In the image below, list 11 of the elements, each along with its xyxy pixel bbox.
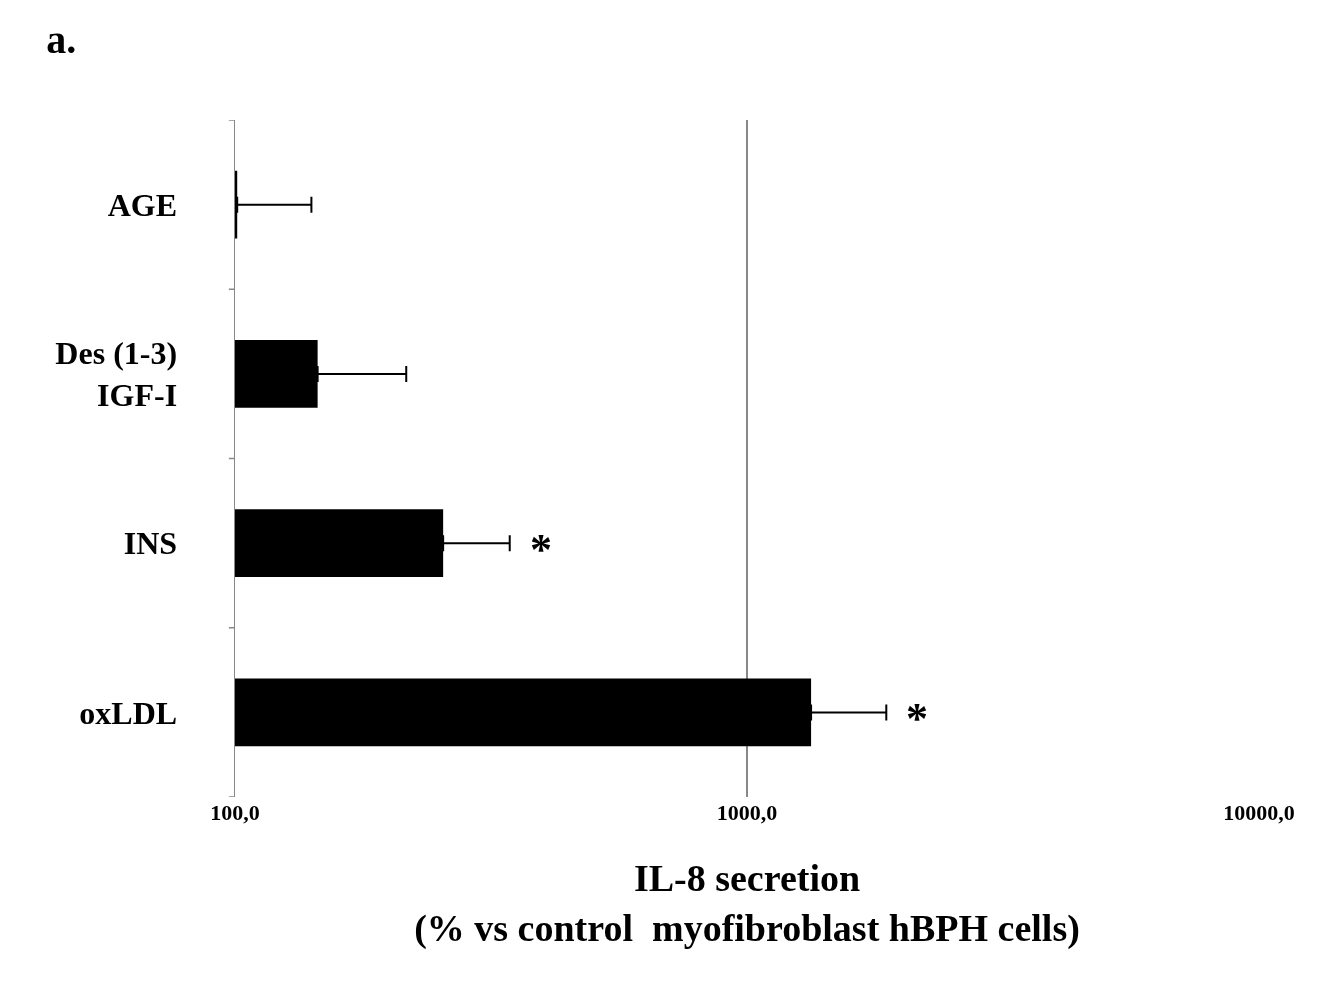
y-tick-label: INS [123, 525, 178, 562]
x-tick-label: 1000,0 [716, 800, 778, 825]
y-tick-label: oxLDL [79, 694, 178, 731]
data-label: * [906, 694, 928, 743]
x-axis-title: IL-8 secretion (% vs control myofibroblast hBPH cells) [414, 857, 1080, 950]
data-label: * [530, 525, 552, 574]
chart-title: a. [46, 16, 77, 62]
x-tick-label: 10000,0 [1223, 800, 1295, 825]
y-tick-label: AGE [107, 186, 178, 223]
y-tick-label: Des (1-3) IGF-I [55, 335, 178, 413]
x-tick-label: 100,0 [210, 800, 260, 825]
